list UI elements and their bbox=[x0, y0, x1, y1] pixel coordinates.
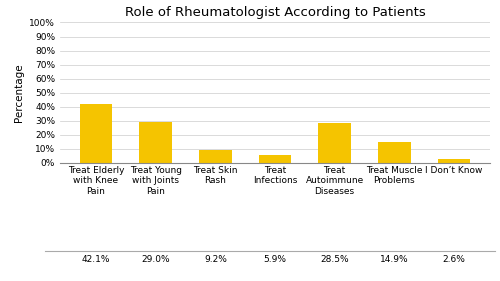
Bar bbox=[438, 159, 470, 163]
Text: 29.0%: 29.0% bbox=[142, 255, 170, 264]
Bar bbox=[80, 104, 112, 163]
Text: 9.2%: 9.2% bbox=[204, 255, 227, 264]
Y-axis label: Percentage: Percentage bbox=[14, 64, 24, 122]
Title: Role of Rheumatologist According to Patients: Role of Rheumatologist According to Pati… bbox=[124, 6, 426, 19]
Bar bbox=[318, 123, 351, 163]
Bar bbox=[258, 155, 292, 163]
Bar bbox=[199, 150, 232, 163]
Bar bbox=[378, 142, 411, 163]
Text: 2.6%: 2.6% bbox=[442, 255, 466, 264]
Text: 14.9%: 14.9% bbox=[380, 255, 408, 264]
Text: 42.1%: 42.1% bbox=[82, 255, 110, 264]
Text: 28.5%: 28.5% bbox=[320, 255, 349, 264]
Text: 5.9%: 5.9% bbox=[264, 255, 286, 264]
Bar bbox=[139, 122, 172, 163]
